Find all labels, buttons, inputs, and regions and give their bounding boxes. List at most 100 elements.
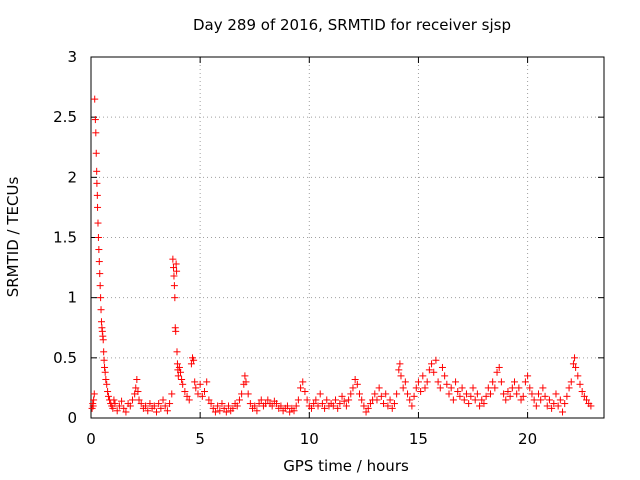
data-point (504, 388, 512, 396)
data-point (99, 336, 107, 344)
data-point (489, 378, 497, 386)
data-point (229, 404, 237, 412)
data-point (358, 396, 366, 404)
data-point (543, 402, 551, 410)
data-point (194, 390, 202, 398)
data-point (235, 396, 243, 404)
data-point (519, 392, 527, 400)
data-point (179, 380, 187, 388)
data-point (214, 402, 222, 410)
data-point (111, 400, 119, 408)
data-point (196, 380, 204, 388)
data-point (170, 282, 178, 290)
data-point (406, 396, 414, 404)
data-point (515, 384, 523, 392)
data-point (349, 384, 357, 392)
data-point (316, 390, 324, 398)
data-point (190, 356, 198, 364)
data-point (467, 392, 475, 400)
data-point (565, 384, 573, 392)
data-point (559, 408, 567, 416)
data-point (257, 396, 265, 404)
data-point (412, 384, 420, 392)
data-point (101, 363, 109, 371)
data-point (445, 390, 453, 398)
data-point (94, 219, 102, 227)
data-point (187, 360, 195, 368)
data-point (469, 384, 477, 392)
data-point (390, 400, 398, 408)
data-point (132, 384, 140, 392)
data-point (486, 390, 494, 398)
data-point (506, 392, 514, 400)
data-point (244, 390, 252, 398)
data-point (101, 368, 109, 376)
y-tick-label: 2 (67, 168, 77, 186)
data-point (508, 384, 516, 392)
data-point (93, 167, 101, 175)
data-point (294, 396, 302, 404)
data-point (541, 392, 549, 400)
chart-title: Day 289 of 2016, SRMTID for receiver sjs… (193, 16, 511, 34)
data-point (329, 402, 337, 410)
data-point (233, 402, 241, 410)
data-point (192, 384, 200, 392)
data-point (539, 384, 547, 392)
data-point (571, 354, 579, 362)
x-axis-label: GPS time / hours (283, 457, 409, 475)
data-point (371, 390, 379, 398)
data-point (95, 246, 103, 254)
data-point (447, 384, 455, 392)
data-point (246, 400, 254, 408)
data-point (502, 396, 510, 404)
data-point (410, 392, 418, 400)
data-point (126, 402, 134, 410)
data-point (104, 392, 112, 400)
data-point (443, 380, 451, 388)
data-point (480, 400, 488, 408)
data-point (185, 396, 193, 404)
data-point (393, 390, 401, 398)
y-axis-label: SRMTID / TECUs (4, 177, 22, 298)
data-point (484, 384, 492, 392)
data-point (362, 408, 370, 416)
data-point (399, 384, 407, 392)
y-tick-label: 2.5 (53, 108, 77, 126)
data-point (567, 378, 575, 386)
data-point (384, 402, 392, 410)
data-point (491, 384, 499, 392)
data-point (532, 402, 540, 410)
data-point (118, 397, 126, 405)
data-point (172, 327, 180, 335)
x-tick-label: 15 (409, 430, 428, 448)
y-tick-label: 0 (67, 409, 77, 427)
data-point (286, 408, 294, 416)
data-point (417, 388, 425, 396)
data-point (170, 272, 178, 280)
data-point (173, 360, 181, 368)
data-point (436, 384, 444, 392)
data-point (301, 388, 309, 396)
data-point (460, 396, 468, 404)
data-point (334, 404, 342, 412)
data-point (135, 396, 143, 404)
data-point (191, 378, 199, 386)
data-point (386, 396, 394, 404)
data-point (205, 396, 213, 404)
data-point (375, 384, 383, 392)
data-point (323, 396, 331, 404)
data-point (201, 388, 209, 396)
data-point (310, 400, 318, 408)
data-point (225, 402, 233, 410)
grid-layer (91, 57, 604, 418)
data-point (338, 392, 346, 400)
data-point (299, 378, 307, 386)
data-point (161, 402, 169, 410)
y-tick-label: 1.5 (53, 229, 77, 247)
data-point (173, 348, 181, 356)
data-point (569, 360, 577, 368)
data-point (580, 392, 588, 400)
data-point (97, 306, 105, 314)
